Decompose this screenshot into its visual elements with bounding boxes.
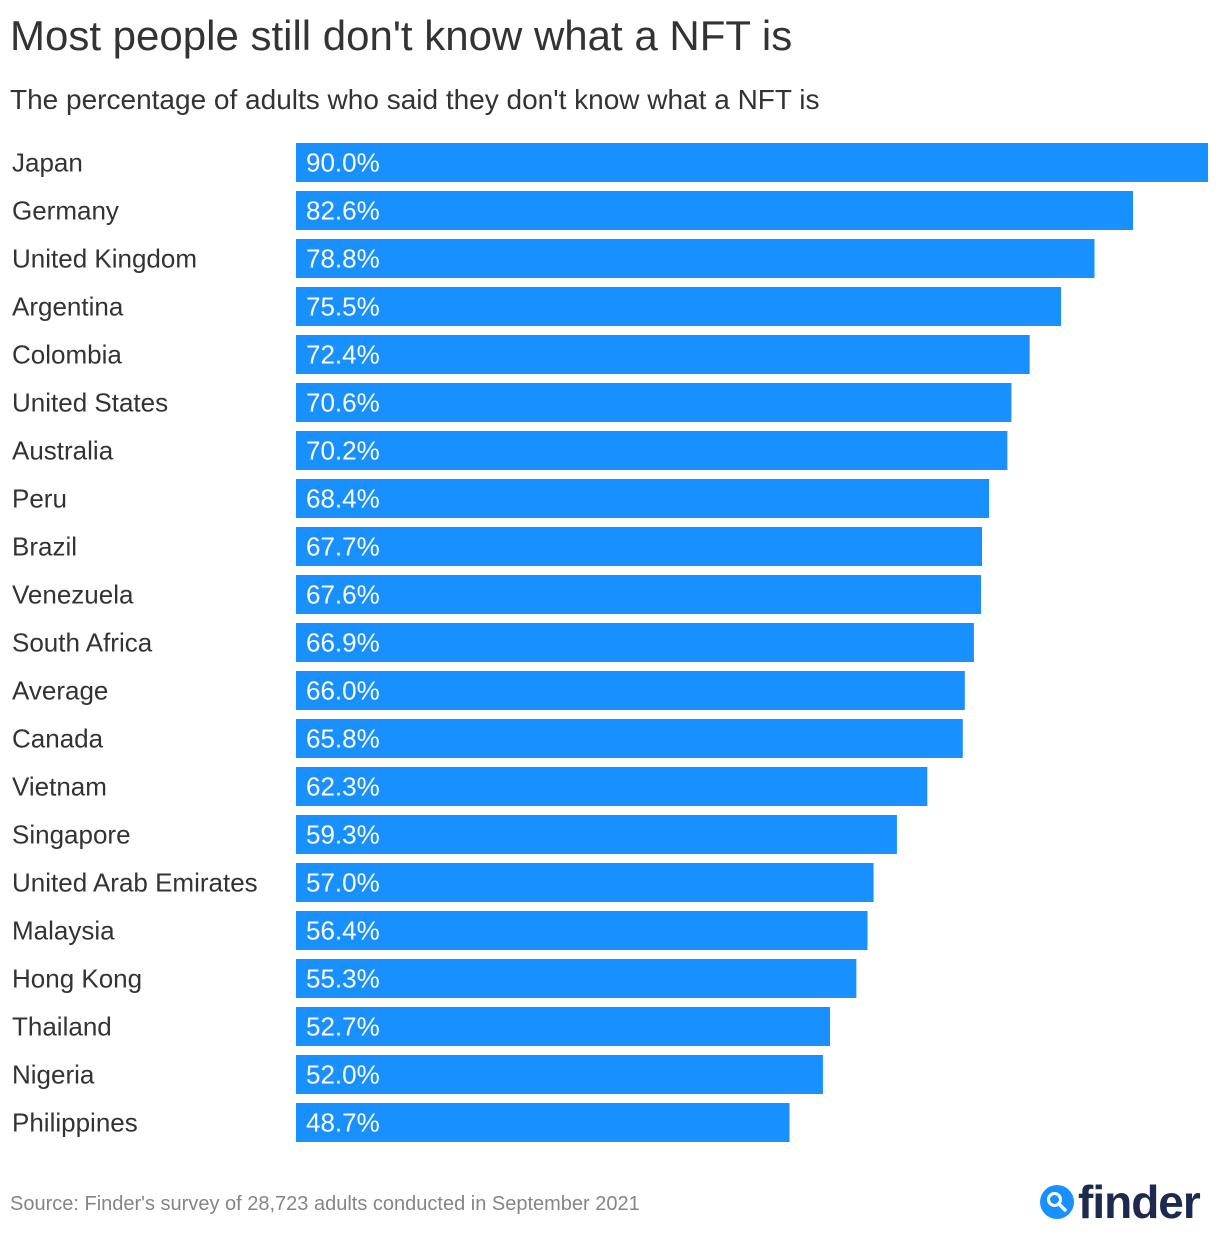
category-label: South Africa <box>12 628 153 658</box>
bar-value-label: 66.9% <box>306 628 380 658</box>
category-label: Malaysia <box>12 916 115 946</box>
bar-value-label: 82.6% <box>306 196 380 226</box>
finder-logo: finder <box>1040 1176 1201 1228</box>
bar <box>296 959 857 998</box>
bar <box>296 1103 790 1142</box>
category-label: Japan <box>12 148 83 178</box>
category-label: Average <box>12 676 108 706</box>
bar <box>296 431 1008 470</box>
bar <box>296 143 1208 182</box>
bar-value-label: 68.4% <box>306 484 380 514</box>
bar-chart: Japan 90.0% Germany 82.6% United Kingdom 78.8… <box>12 143 1208 1142</box>
bar <box>296 1007 831 1046</box>
bar-value-label: 72.4% <box>306 340 380 370</box>
category-label: Australia <box>12 436 114 466</box>
category-label: Vietnam <box>12 772 107 802</box>
bar <box>296 911 868 950</box>
category-label: United Kingdom <box>12 244 197 274</box>
category-label: Colombia <box>12 340 122 370</box>
bar-value-label: 55.3% <box>306 964 380 994</box>
bar-value-label: 48.7% <box>306 1108 380 1138</box>
bar-value-label: 67.6% <box>306 580 380 610</box>
bar-value-label: 52.7% <box>306 1012 380 1042</box>
category-label: Germany <box>12 196 119 226</box>
bar-value-label: 70.6% <box>306 388 380 418</box>
category-label: Peru <box>12 484 67 514</box>
bar <box>296 479 990 518</box>
bar <box>296 863 874 902</box>
bar-value-label: 59.3% <box>306 820 380 850</box>
category-label: Canada <box>12 724 104 754</box>
category-label: Thailand <box>12 1012 112 1042</box>
bar <box>296 383 1012 422</box>
bar-value-label: 65.8% <box>306 724 380 754</box>
bar <box>296 623 974 662</box>
bar <box>296 575 982 614</box>
category-label: United Arab Emirates <box>12 868 258 898</box>
bar-value-label: 70.2% <box>306 436 380 466</box>
bar <box>296 287 1062 326</box>
bar-value-label: 56.4% <box>306 916 380 946</box>
bar-value-label: 62.3% <box>306 772 380 802</box>
bar <box>296 1055 823 1094</box>
category-label: Venezuela <box>12 580 134 610</box>
finder-search-logo-icon <box>1040 1185 1074 1219</box>
bar <box>296 767 928 806</box>
bar <box>296 671 965 710</box>
bar <box>296 191 1134 230</box>
finder-logo-text: finder <box>1078 1176 1201 1228</box>
bar-value-label: 52.0% <box>306 1060 380 1090</box>
bar <box>296 239 1095 278</box>
bar-value-label: 66.0% <box>306 676 380 706</box>
category-label: Philippines <box>12 1108 138 1138</box>
chart-title: Most people still don't know what a NFT … <box>10 12 793 59</box>
bar <box>296 815 897 854</box>
category-label: Hong Kong <box>12 964 142 994</box>
bar-value-label: 78.8% <box>306 244 380 274</box>
bar <box>296 527 983 566</box>
bar-value-label: 67.7% <box>306 532 380 562</box>
bar-value-label: 57.0% <box>306 868 380 898</box>
bar <box>296 719 963 758</box>
bar <box>296 335 1030 374</box>
source-note: Source: Finder's survey of 28,723 adults… <box>10 1193 640 1215</box>
category-label: United States <box>12 388 168 418</box>
category-label: Nigeria <box>12 1060 95 1090</box>
category-label: Brazil <box>12 532 77 562</box>
chart-subtitle: The percentage of adults who said they d… <box>10 84 820 115</box>
category-label: Singapore <box>12 820 131 850</box>
bar-value-label: 75.5% <box>306 292 380 322</box>
bar-value-label: 90.0% <box>306 148 380 178</box>
category-label: Argentina <box>12 292 124 322</box>
